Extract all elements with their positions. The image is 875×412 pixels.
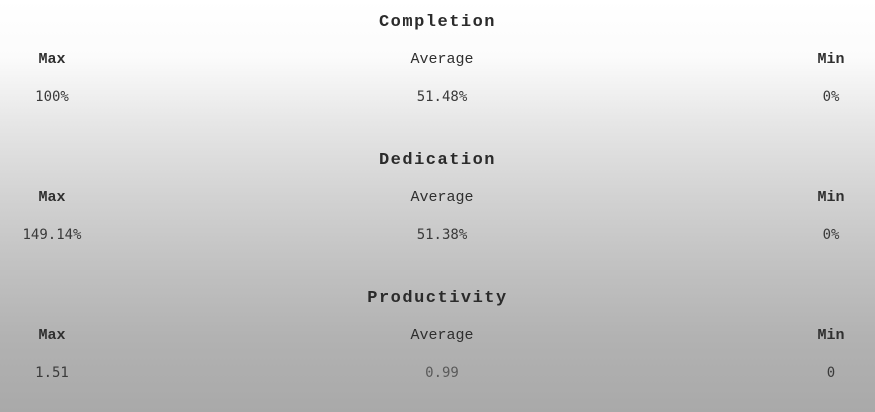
max-value: 1.51 [35,365,69,381]
min-value: 0% [822,227,840,243]
max-label: Max [38,51,66,68]
min-label: Min [817,189,845,206]
max-label: Max [38,189,66,206]
average-value: 51.48% [416,89,468,105]
average-label: Average [410,189,474,206]
max-value: 100% [35,89,69,105]
min-value: 0 [826,365,836,381]
min-label: Min [817,327,845,344]
section-title-dedication: Dedication [378,151,497,170]
section-title-productivity: Productivity [367,289,508,308]
min-label: Min [817,51,845,68]
section-title-completion: Completion [378,13,497,32]
productivity-section: Productivity Max 1.51 Average 0.99 Min 0 [0,286,875,396]
dedication-section: Dedication Max 149.14% Average 51.38% Mi… [0,148,875,258]
average-label: Average [410,327,474,344]
completion-section: Completion Max 100% Average 51.48% Min 0… [0,10,875,120]
average-value: 51.38% [416,227,468,243]
average-label: Average [410,51,474,68]
average-value: 0.99 [425,365,459,381]
max-value: 149.14% [22,227,82,243]
min-value: 0% [822,89,840,105]
max-label: Max [38,327,66,344]
